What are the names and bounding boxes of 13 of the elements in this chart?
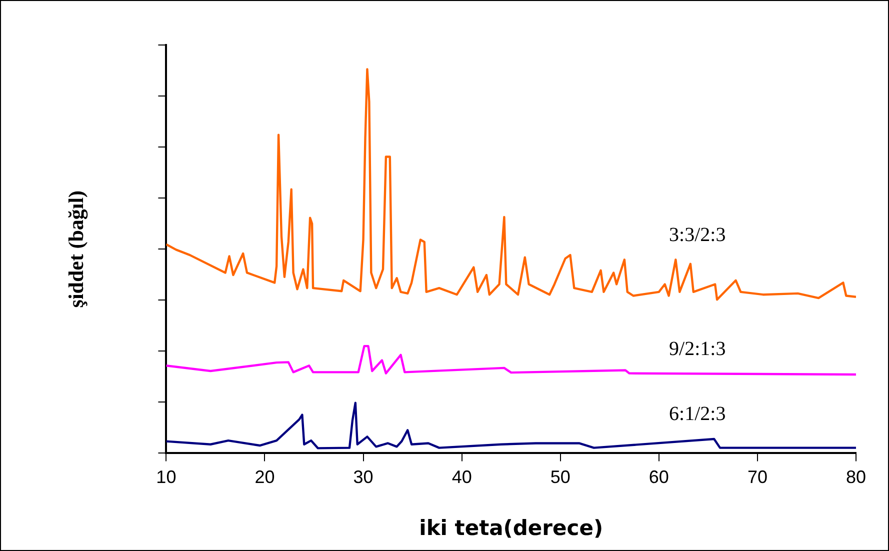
x-tick-label: 60 bbox=[648, 466, 669, 487]
series-label: 9/2:1:3 bbox=[669, 338, 726, 360]
x-tick-label: 40 bbox=[452, 466, 472, 487]
x-tick-label: 80 bbox=[846, 466, 866, 487]
x-tick-label: 70 bbox=[747, 466, 768, 487]
series-label: 6:1/2:3 bbox=[669, 403, 726, 426]
x-tick-label: 50 bbox=[550, 466, 570, 487]
y-axis-title: şiddet (bağıl) bbox=[64, 190, 88, 308]
x-tick-label: 20 bbox=[254, 466, 275, 487]
x-tick-label: 10 bbox=[156, 466, 176, 487]
x-axis-title: iki teta(derece) bbox=[419, 516, 604, 540]
series-label: 3:3/2:3 bbox=[669, 224, 726, 246]
x-tick-label: 30 bbox=[353, 466, 374, 487]
